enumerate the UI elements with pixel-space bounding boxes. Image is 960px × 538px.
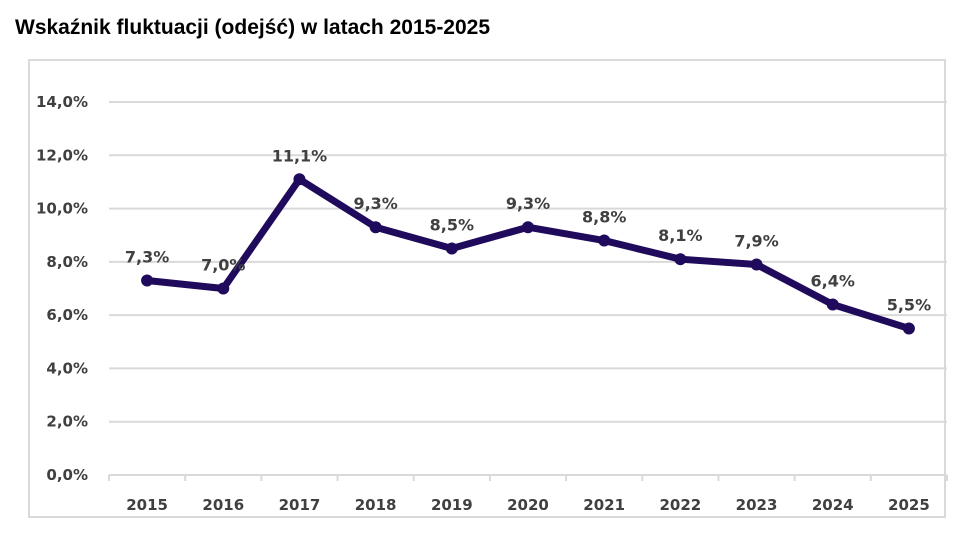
y-tick-label: 8,0% (46, 253, 88, 271)
x-tick-label: 2022 (659, 496, 701, 514)
y-tick-label: 12,0% (36, 146, 88, 164)
y-tick-label: 10,0% (36, 200, 88, 218)
gridlines (109, 101, 947, 423)
data-point (826, 298, 839, 311)
data-point (141, 274, 154, 287)
series-group (141, 173, 915, 335)
data-point (217, 282, 230, 295)
data-point (293, 173, 306, 186)
data-label: 9,3% (506, 194, 550, 213)
x-tick-label: 2023 (736, 496, 778, 514)
data-point (445, 242, 458, 255)
y-tick-label: 0,0% (46, 466, 88, 484)
data-labels: 7,3% 7,0% 11,1% 9,3% 8,5% 9,3% 8,8% 8,1% 7,9% 6,4… (125, 146, 931, 314)
data-point (674, 253, 687, 266)
x-tick-label: 2024 (812, 496, 854, 514)
data-label: 7,0% (201, 256, 245, 275)
data-point (369, 221, 382, 234)
data-label: 8,1% (658, 226, 702, 245)
data-point (902, 322, 915, 335)
y-tick-label: 4,0% (46, 359, 88, 377)
data-label: 11,1% (272, 146, 328, 165)
x-tick-label: 2015 (126, 496, 168, 514)
y-axis-tick-labels: 0,0% 2,0% 4,0% 6,0% 8,0% 10,0% 12,0% 14,0% (36, 93, 88, 484)
data-label: 9,3% (353, 194, 397, 213)
data-label: 7,3% (125, 248, 169, 267)
x-tick-label: 2017 (279, 496, 321, 514)
data-point (522, 221, 534, 234)
data-label: 6,4% (811, 271, 855, 290)
data-label: 7,9% (734, 232, 778, 251)
data-point (750, 258, 763, 271)
data-label: 8,5% (430, 216, 474, 235)
data-point (598, 234, 611, 247)
x-axis (108, 474, 948, 481)
x-tick-label: 2019 (431, 496, 473, 514)
x-tick-label: 2020 (507, 496, 549, 514)
data-label: 8,8% (582, 208, 626, 227)
x-tick-label: 2021 (583, 496, 625, 514)
x-axis-tick-labels: 2015 2016 2017 2018 2019 2020 2021 2022 2023 2024… (126, 496, 930, 514)
data-label: 5,5% (887, 295, 931, 314)
x-tick-label: 2018 (355, 496, 397, 514)
y-tick-label: 6,0% (46, 306, 88, 324)
x-tick-label: 2016 (202, 496, 244, 514)
chart-title: Wskaźnik fluktuacji (odejść) w latach 20… (15, 16, 491, 39)
chart-frame (28, 59, 946, 518)
y-tick-label: 14,0% (36, 93, 88, 111)
y-tick-label: 2,0% (46, 413, 88, 431)
x-tick-label: 2025 (888, 496, 930, 514)
